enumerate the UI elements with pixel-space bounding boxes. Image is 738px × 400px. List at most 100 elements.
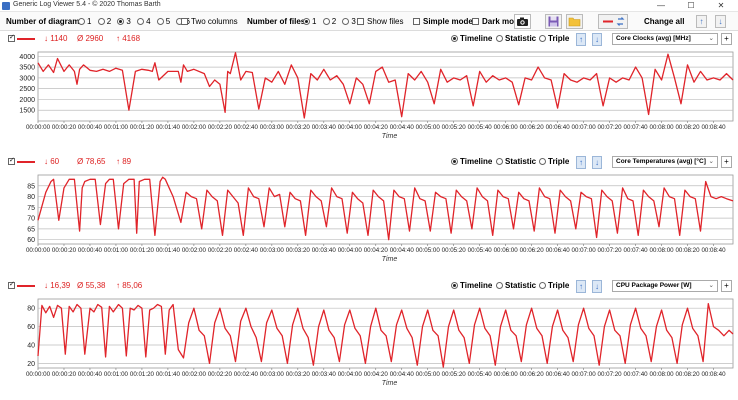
chevron-down-icon: ⌄ <box>708 282 714 289</box>
arrow-up-icon: ↑ <box>579 158 583 167</box>
x-tick-label: 00:06:40 <box>546 124 571 131</box>
sort-down-button[interactable]: ↓ <box>592 33 602 46</box>
mode-timeline-radio[interactable]: Timeline <box>451 281 492 290</box>
x-tick-label: 00:00:40 <box>78 371 103 378</box>
x-tick-label: 00:00:40 <box>78 247 103 254</box>
sort-down-button[interactable]: ↓ <box>592 280 602 293</box>
file-option-3[interactable]: 3 <box>342 17 356 26</box>
mode-statistic-radio[interactable]: Statistic <box>496 157 536 166</box>
x-tick-label: 00:06:20 <box>520 371 545 378</box>
show-files-checkbox[interactable]: Show files <box>357 16 403 28</box>
x-tick-label: 00:02:40 <box>234 371 259 378</box>
metric-select[interactable]: CPU Package Power [W] ⌄ <box>612 280 718 292</box>
file-option-1[interactable]: 1 <box>303 17 316 26</box>
x-tick-label: 00:08:00 <box>650 371 675 378</box>
window-titlebar: Generic Log Viewer 5.4 - © 2020 Thomas B… <box>0 0 738 12</box>
x-tick-label: 00:08:20 <box>675 371 700 378</box>
avg-value: Ø 78,65 <box>77 157 106 166</box>
add-series-button[interactable]: + <box>721 33 732 45</box>
x-tick-label: 00:03:20 <box>286 124 311 131</box>
avg-value: Ø 55,38 <box>77 281 106 290</box>
chevron-down-icon: ⌄ <box>708 35 714 42</box>
change-all-down-button[interactable]: ↓ <box>715 15 726 28</box>
file-option-2[interactable]: 2 <box>322 17 336 26</box>
line-chart: 20 40 60 80 00:00:00 00:00:20 00:00:40 00:01:00… <box>26 298 734 387</box>
sort-up-button[interactable]: ↑ <box>576 33 586 46</box>
x-tick-label: 00:06:00 <box>494 124 519 131</box>
x-tick-label: 00:05:40 <box>468 124 493 131</box>
x-tick-label: 00:07:20 <box>598 124 623 131</box>
x-tick-label: 00:03:00 <box>260 247 285 254</box>
y-tick-label: 3500 <box>19 65 35 72</box>
screenshot-button[interactable] <box>514 14 531 29</box>
save-button[interactable] <box>545 14 562 29</box>
line-style-button[interactable] <box>598 14 628 29</box>
x-tick-label: 00:03:20 <box>286 247 311 254</box>
series-line-sample[interactable] <box>17 38 35 40</box>
x-tick-label: 00:00:00 <box>26 247 51 254</box>
num-files-label: Number of files <box>247 17 306 26</box>
y-tick-label: 40 <box>27 343 35 350</box>
x-tick-label: 00:02:40 <box>234 124 259 131</box>
num-diagrams-label: Number of diagrams <box>6 17 84 26</box>
sort-up-button[interactable]: ↑ <box>576 156 586 169</box>
toolbar: Number of diagrams 1 2 3 4 5 6 Two colum… <box>0 12 738 31</box>
mode-triple-radio[interactable]: Triple <box>539 281 569 290</box>
add-series-button[interactable]: + <box>721 156 732 168</box>
diagram-option-3[interactable]: 3 <box>117 17 131 26</box>
x-tick-label: 00:01:40 <box>156 124 181 131</box>
two-columns-checkbox[interactable]: Two columns <box>181 16 238 28</box>
sort-up-button[interactable]: ↑ <box>576 280 586 293</box>
series-line-sample[interactable] <box>17 285 35 287</box>
metric-select[interactable]: Core Temperatures (avg) [°C] ⌄ <box>612 156 718 168</box>
series-line <box>37 52 734 119</box>
x-tick-label: 00:03:40 <box>312 247 337 254</box>
change-all-up-button[interactable]: ↑ <box>696 15 707 28</box>
y-tick-label: 65 <box>27 226 35 233</box>
mode-triple-radio[interactable]: Triple <box>539 157 569 166</box>
diagram-panel-3: ↓ 16,39 Ø 55,38 ↑ 85,06 Timeline Statist… <box>0 278 738 392</box>
x-tick-label: 00:05:20 <box>442 124 467 131</box>
mode-triple-radio[interactable]: Triple <box>539 34 569 43</box>
x-tick-label: 00:02:00 <box>182 371 207 378</box>
arrow-down-icon: ↓ <box>718 17 723 26</box>
plot-area <box>37 51 734 122</box>
minimize-button[interactable]: — <box>657 1 665 10</box>
x-tick-label: 00:05:40 <box>468 371 493 378</box>
dark-mode-checkbox[interactable]: Dark mod <box>472 16 519 28</box>
diagram-option-2[interactable]: 2 <box>97 17 111 26</box>
mode-statistic-radio[interactable]: Statistic <box>496 281 536 290</box>
file-count-options: 1 2 3 <box>303 16 360 28</box>
mode-timeline-radio[interactable]: Timeline <box>451 157 492 166</box>
y-tick-label: 1500 <box>19 108 35 115</box>
x-tick-label: 00:02:00 <box>182 124 207 131</box>
x-tick-label: 00:04:20 <box>364 247 389 254</box>
add-series-button[interactable]: + <box>721 280 732 292</box>
open-folder-button[interactable] <box>566 14 583 29</box>
diagram-option-5[interactable]: 5 <box>156 17 170 26</box>
y-tick-label: 60 <box>27 324 35 331</box>
mode-statistic-radio[interactable]: Statistic <box>496 34 536 43</box>
x-tick-label: 00:07:40 <box>624 124 649 131</box>
line-chart: 1500 2000 2500 3000 3500 4000 00:00:00 00:00:20… <box>19 51 734 140</box>
simple-mode-checkbox[interactable]: Simple mode <box>413 16 473 28</box>
x-tick-label: 00:05:00 <box>416 124 441 131</box>
diagram-option-1[interactable]: 1 <box>78 17 91 26</box>
x-tick-label: 00:07:40 <box>624 371 649 378</box>
panel-visible-checkbox[interactable] <box>8 156 15 165</box>
series-line-sample[interactable] <box>17 161 35 163</box>
x-tick-label: 00:01:40 <box>156 371 181 378</box>
metric-select[interactable]: Core Clocks (avg) [MHz] ⌄ <box>612 33 718 45</box>
mode-timeline-radio[interactable]: Timeline <box>451 34 492 43</box>
max-value: ↑ 85,06 <box>116 281 143 290</box>
x-tick-label: 00:00:20 <box>52 124 77 131</box>
close-button[interactable]: ✕ <box>717 1 725 10</box>
maximize-button[interactable]: ☐ <box>687 1 695 10</box>
diagram-option-4[interactable]: 4 <box>137 17 151 26</box>
panel-visible-checkbox[interactable] <box>8 33 15 42</box>
x-tick-label: 00:05:00 <box>416 247 441 254</box>
x-tick-label: 00:07:00 <box>572 247 597 254</box>
panel-visible-checkbox[interactable] <box>8 280 15 289</box>
sort-down-button[interactable]: ↓ <box>592 156 602 169</box>
